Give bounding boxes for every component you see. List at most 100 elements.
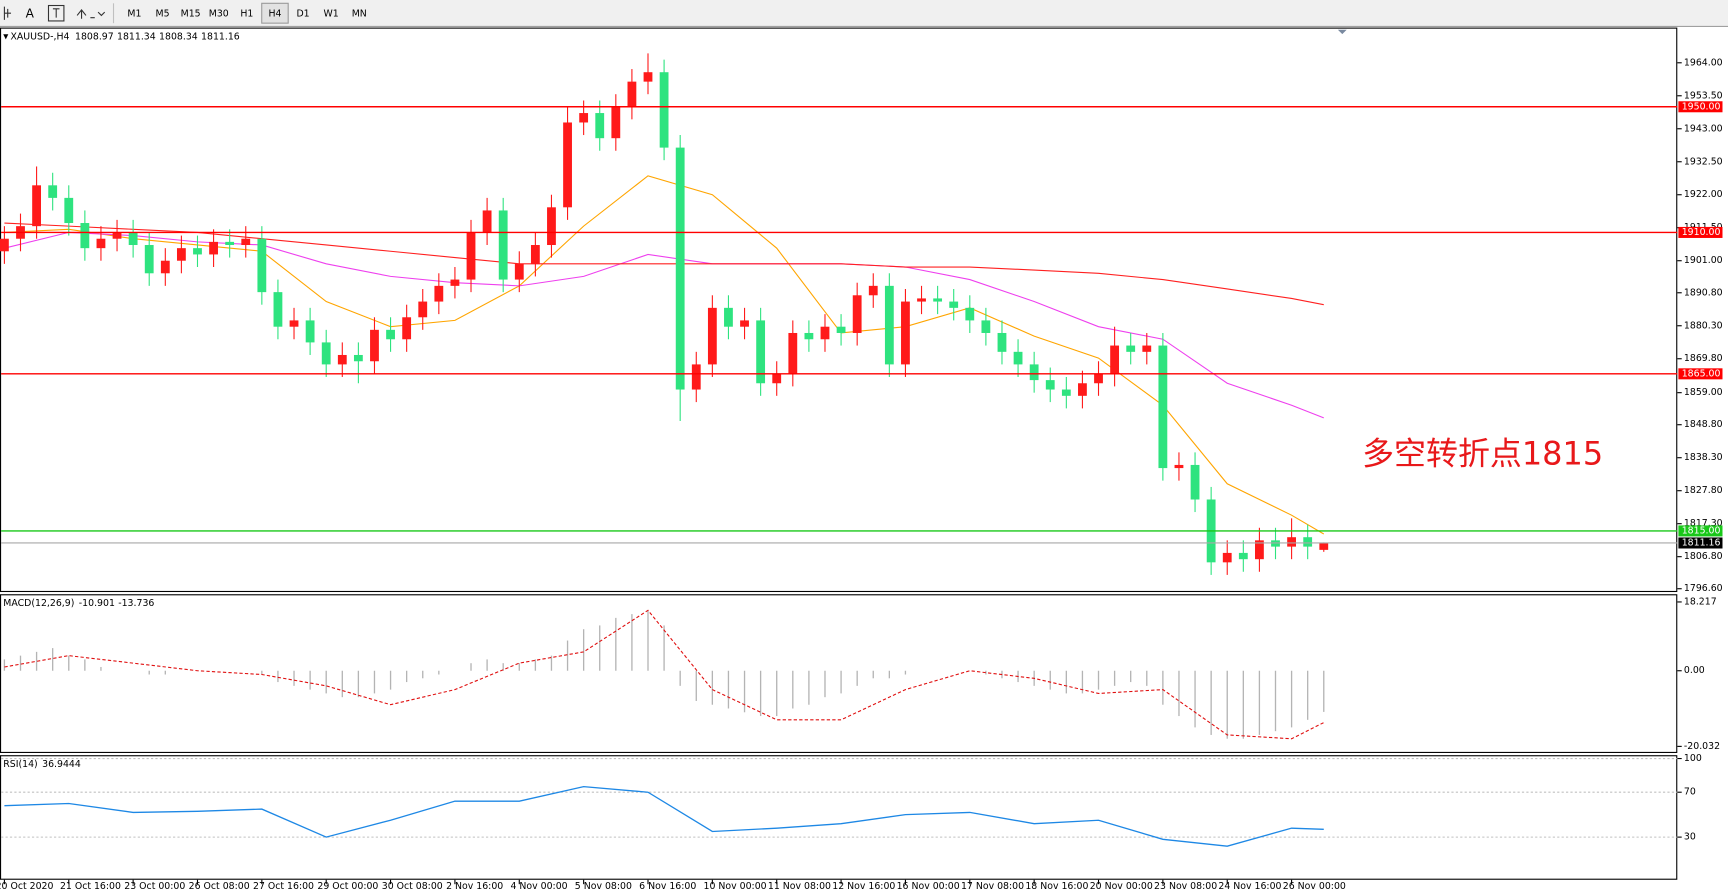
candle-body	[353, 354, 363, 362]
tool-text-label[interactable]	[47, 4, 65, 22]
candle-body	[112, 232, 122, 239]
candle-body	[273, 292, 283, 327]
candle-body	[418, 301, 428, 318]
candle-body	[675, 147, 685, 390]
macd-header: MACD(12,26,9) -10.901 -13.736	[3, 598, 154, 609]
candle-body	[1158, 345, 1168, 469]
candle-body	[643, 72, 653, 82]
timeframe-button[interactable]: M5	[156, 8, 170, 19]
candle-body	[1255, 540, 1264, 560]
candle-body	[820, 326, 830, 340]
candle-body	[740, 320, 749, 327]
candle-body	[804, 332, 814, 340]
timeframe-button[interactable]: W1	[324, 8, 339, 19]
symbol-title: XAUUSD-,H4	[10, 31, 69, 42]
timeframe-button[interactable]: H1	[240, 8, 253, 19]
timeframe-button[interactable]: MN	[352, 8, 367, 19]
candle-body	[901, 301, 910, 365]
y-tick-label: 1953.50	[1684, 90, 1723, 101]
level-label-box	[1678, 101, 1723, 113]
y-tick-label: 1806.80	[1684, 551, 1723, 562]
level-label: 1910.00	[1682, 227, 1721, 238]
timeframe-selected	[261, 2, 289, 24]
candle-body	[160, 260, 170, 274]
candle-body	[402, 317, 412, 340]
candle-body	[707, 307, 717, 365]
rsi-header: RSI(14) 36.9444	[3, 759, 81, 770]
candle-body	[1303, 537, 1313, 547]
candle-body	[514, 263, 524, 280]
rsi-title: RSI(14)	[3, 759, 37, 770]
candle-body	[257, 238, 267, 293]
y-tick-label: 100	[1684, 753, 1702, 764]
rsi-panel	[0, 755, 1678, 880]
candle-body	[144, 245, 154, 274]
candle-body	[32, 185, 41, 227]
candle-body	[965, 307, 975, 321]
tool-dropdown[interactable]	[97, 11, 106, 17]
candle-body	[193, 248, 202, 255]
candle-body	[997, 332, 1007, 352]
x-tick-label: 4 Nov 00:00	[510, 881, 567, 892]
candle-body	[1126, 345, 1136, 352]
chart-header: ▼ XAUUSD-,H4 1808.97 1811.34 1808.34 1811.16	[3, 31, 239, 42]
candle-body	[868, 285, 878, 296]
timeframe-button[interactable]: H4	[268, 8, 281, 19]
candle-body	[547, 207, 556, 246]
tool-lines[interactable]	[3, 6, 12, 20]
candle-body	[498, 210, 508, 280]
candle-body	[482, 210, 492, 233]
timeframe-button[interactable]: D1	[296, 8, 309, 19]
drawing-tools	[3, 3, 115, 24]
y-tick-label: 1880.30	[1684, 320, 1723, 331]
candle-body	[627, 81, 637, 107]
candle-body	[611, 106, 621, 139]
candle-body	[1222, 552, 1232, 563]
candle-body	[337, 354, 347, 365]
shift-marker[interactable]	[1337, 29, 1347, 35]
timeframe-button[interactable]: M15	[181, 8, 201, 19]
candle-body	[579, 113, 589, 123]
candle-body	[370, 329, 379, 362]
y-tick-label: 1859.00	[1684, 387, 1723, 398]
timeframe-button[interactable]: M1	[127, 8, 141, 19]
x-tick-label: 11 Nov 08:00	[768, 881, 831, 892]
candle-body	[659, 72, 669, 148]
x-tick-label: 26 Nov 00:00	[1283, 881, 1346, 892]
level-label-box	[1678, 226, 1723, 238]
candle-body	[450, 279, 460, 286]
candle-body	[724, 307, 733, 327]
y-tick-label: 1922.00	[1684, 189, 1723, 200]
level-label-box	[1678, 368, 1723, 380]
y-tick-label: 18.217	[1684, 596, 1717, 607]
header-high: 1811.34	[117, 31, 156, 42]
header-close: 1811.16	[201, 31, 240, 42]
candle-body	[1142, 345, 1152, 352]
candle-body	[788, 332, 798, 374]
candle-body	[595, 113, 605, 139]
candle-body	[949, 301, 959, 308]
tool-text-icon	[52, 8, 60, 18]
candle-body	[691, 364, 701, 390]
candle-body	[434, 285, 444, 302]
rsi-readout: 36.9444	[42, 759, 81, 770]
candle-body	[1110, 345, 1120, 374]
x-tick-label: 6 Nov 16:00	[639, 881, 696, 892]
candle-body	[1238, 552, 1248, 560]
x-tick-label: 5 Nov 08:00	[575, 881, 632, 892]
candle-body	[1094, 373, 1103, 384]
y-tick-label: 1796.60	[1684, 583, 1723, 594]
candle-body	[917, 298, 926, 302]
tool-arrows[interactable]	[76, 9, 95, 19]
candle-body	[884, 285, 894, 365]
candle-body	[981, 320, 991, 333]
candle-body	[176, 248, 186, 261]
candle-body	[933, 298, 943, 302]
candle-body	[852, 295, 862, 333]
x-tick-label: 10 Nov 00:00	[704, 881, 767, 892]
timeframe-button[interactable]: M30	[209, 8, 229, 19]
price-chart: 1964.001953.501943.001932.501922.001911.…	[0, 53, 1723, 892]
x-tick-label: 21 Oct 16:00	[60, 881, 121, 892]
tool-text[interactable]: A	[26, 6, 35, 20]
